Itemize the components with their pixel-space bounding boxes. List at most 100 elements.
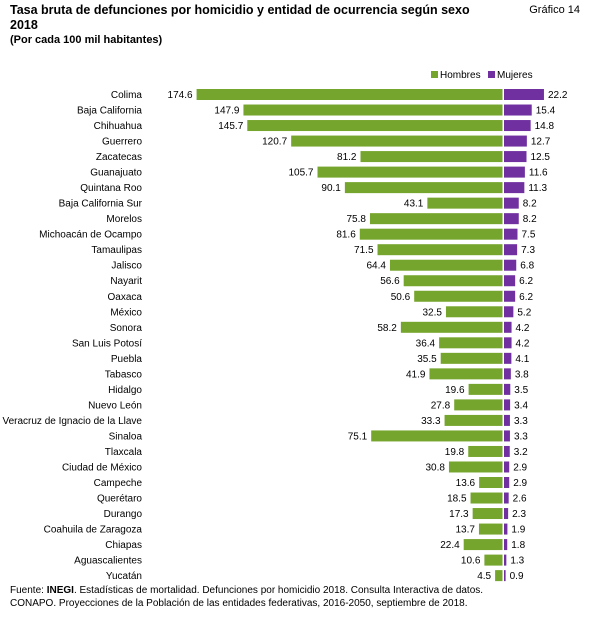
category-label: Michoacán de Ocampo [39,230,142,241]
data-label-mujeres: 3.3 [514,416,528,427]
data-label-hombres: 19.8 [445,447,465,458]
bar-mujeres [504,430,510,442]
bar-mujeres [504,290,516,302]
category-label: Durango [104,509,143,520]
bar-hombres [369,213,503,225]
bar-hombres [427,197,503,209]
data-label-mujeres: 22.2 [548,90,568,101]
category-label: San Luis Potosí [72,338,142,349]
data-label-mujeres: 6.8 [520,261,534,272]
data-label-mujeres: 3.4 [514,400,528,411]
bar-mujeres [504,523,508,535]
category-label: Chihuahua [94,121,143,132]
data-label-mujeres: 3.2 [514,447,528,458]
legend-swatch-mujeres [488,71,495,78]
data-label-mujeres: 4.2 [516,338,530,349]
bar-mujeres [504,321,512,333]
grafico-number: Gráfico 14 [529,4,580,16]
data-label-mujeres: 0.9 [510,571,524,582]
data-label-mujeres: 11.6 [529,168,548,179]
data-label-mujeres: 3.8 [515,369,529,380]
data-label-hombres: 81.6 [336,230,356,241]
data-label-hombres: 90.1 [321,183,341,194]
bar-mujeres [504,275,516,287]
category-label: Morelos [106,214,142,225]
category-label: Campeche [94,478,143,489]
legend-label-hombres: Hombres [440,70,481,81]
source-line1-rest: . Estadísticas de mortalidad. Defuncione… [73,585,484,596]
data-label-mujeres: 12.7 [531,137,551,148]
bar-mujeres [504,337,512,349]
data-label-hombres: 71.5 [354,245,374,256]
bar-mujeres [504,368,511,380]
bar-mujeres [504,306,514,318]
data-label-hombres: 19.6 [445,385,465,396]
bar-mujeres [504,259,517,271]
bar-mujeres [504,383,511,395]
category-label: Sonora [110,323,143,334]
bar-mujeres [504,399,511,411]
data-label-hombres: 145.7 [218,121,243,132]
bar-mujeres [504,492,509,504]
bar-hombres [389,259,503,271]
bar-hombres [359,228,503,240]
data-label-hombres: 43.1 [404,199,424,210]
bar-mujeres [504,461,510,473]
data-label-mujeres: 12.5 [531,152,551,163]
data-label-hombres: 10.6 [461,556,481,567]
data-label-hombres: 58.2 [377,323,397,334]
category-label: Tamaulipas [91,245,142,256]
bar-mujeres [504,539,508,551]
legend-label-mujeres: Mujeres [497,70,533,81]
category-label: Baja California Sur [59,199,143,210]
chart-title: Tasa bruta de defunciones por homicidio … [10,3,530,33]
data-label-mujeres: 7.3 [521,245,535,256]
bar-hombres [472,508,503,520]
data-label-mujeres: 1.3 [510,556,524,567]
bar-hombres [400,321,503,333]
bar-hombres [468,383,503,395]
source-org: INEGI [46,585,74,596]
category-label: Quintana Roo [80,183,142,194]
chart-subtitle: (Por cada 100 mil habitantes) [10,34,163,46]
data-label-mujeres: 2.9 [513,478,527,489]
data-label-hombres: 13.6 [456,478,476,489]
bar-mujeres [504,352,512,364]
bar-hombres [484,554,503,566]
bar-mujeres [504,151,527,163]
data-label-mujeres: 8.2 [523,214,537,225]
data-label-mujeres: 3.5 [514,385,528,396]
data-label-hombres: 64.4 [367,261,387,272]
data-label-hombres: 32.5 [422,307,442,318]
bar-mujeres [504,135,527,147]
bar-hombres [448,461,503,473]
bar-hombres [445,306,503,318]
category-label: Zacatecas [96,152,142,163]
data-label-hombres: 56.6 [380,276,400,287]
category-label: México [110,307,142,318]
data-label-hombres: 18.5 [447,494,467,505]
data-label-hombres: 105.7 [288,168,313,179]
category-label: Ciudad de México [62,462,142,473]
data-label-mujeres: 8.2 [523,199,537,210]
bar-hombres [360,151,503,163]
data-label-hombres: 81.2 [337,152,357,163]
bar-hombres [247,120,503,132]
data-label-hombres: 35.5 [417,354,437,365]
category-label: Guanajuato [90,168,142,179]
data-label-mujeres: 14.8 [535,121,555,132]
data-label-mujeres: 11.3 [528,183,547,194]
data-label-mujeres: 3.3 [514,431,528,442]
bar-hombres [444,414,503,426]
category-label: Querétaro [97,494,142,505]
bar-mujeres [504,104,532,116]
data-label-hombres: 27.8 [431,400,451,411]
data-label-hombres: 147.9 [214,106,239,117]
bar-mujeres [504,182,525,194]
bar-mujeres [504,89,544,100]
data-label-mujeres: 4.2 [516,323,530,334]
category-label: Colima [111,90,143,101]
bar-mujeres [504,477,510,488]
bar-mujeres [504,120,531,132]
bar-hombres [371,430,503,442]
